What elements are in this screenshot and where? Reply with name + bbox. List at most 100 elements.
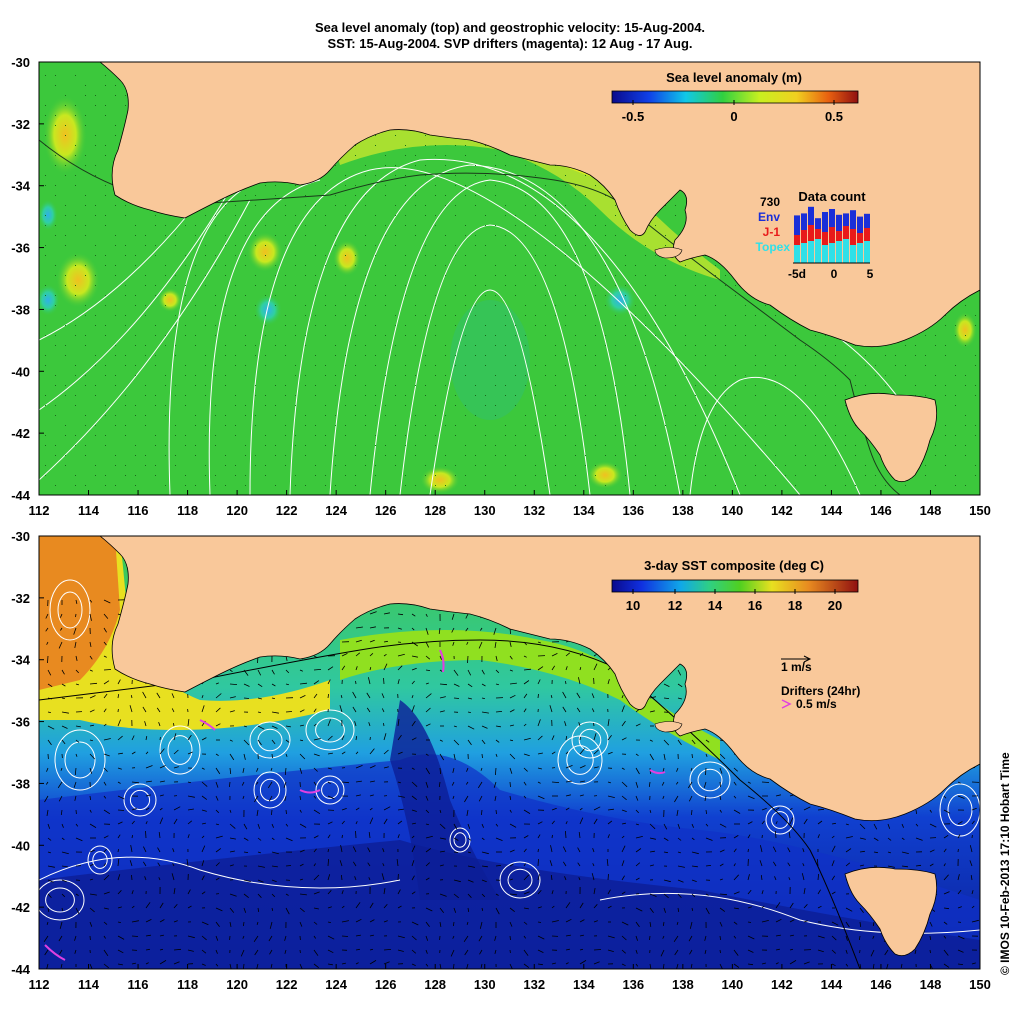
sla-velocity-dot (405, 265, 406, 266)
sla-velocity-dot (315, 435, 316, 436)
sst-velocity-arrow (635, 823, 640, 826)
sla-velocity-dot (275, 385, 276, 386)
sst-velocity-arrow (355, 830, 357, 839)
sla-velocity-dot (135, 405, 136, 406)
sla-velocity-dot (195, 445, 196, 446)
data-count-bar-topex (794, 245, 800, 263)
sst-velocity-arrow (201, 935, 207, 941)
sla-velocity-dot (275, 405, 276, 406)
sst-velocity-arrow (131, 735, 135, 741)
sla-velocity-dot (495, 485, 496, 486)
sla-velocity-dot (55, 375, 56, 376)
sst-velocity-arrow (591, 873, 595, 881)
sla-velocity-dot (645, 275, 646, 276)
sst-velocity-arrow (466, 921, 469, 926)
sla-velocity-dot (865, 475, 866, 476)
sla-velocity-dot (245, 195, 246, 196)
sst-velocity-arrow (45, 613, 49, 619)
sst-eddy-contour (453, 832, 467, 848)
sst-velocity-arrow (425, 669, 431, 671)
sla-velocity-dot (655, 415, 656, 416)
sla-velocity-dot (515, 485, 516, 486)
sla-velocity-dot (145, 415, 146, 416)
lon-tick-label: 116 (128, 503, 149, 518)
sst-colorbar: 3-day SST composite (deg C) 10 12 14 16 18 20 (611, 558, 859, 613)
sla-velocity-dot (195, 235, 196, 236)
sst-velocity-arrow (355, 765, 363, 769)
sst-velocity-arrow (117, 963, 123, 966)
sst-velocity-arrow (971, 890, 974, 895)
sst-velocity-arrow (537, 963, 543, 966)
sla-velocity-dot (415, 165, 416, 166)
sst-velocity-arrow (369, 794, 374, 797)
sla-velocity-dot (645, 245, 646, 246)
sla-velocity-dot (295, 295, 296, 296)
sst-velocity-arrow (439, 864, 444, 867)
sst-velocity-arrow (523, 963, 530, 968)
sla-velocity-dot (805, 425, 806, 426)
sla-velocity-dot (745, 315, 746, 316)
sla-velocity-dot (55, 335, 56, 336)
sst-velocity-arrow (565, 830, 567, 839)
sla-velocity-dot (635, 305, 636, 306)
sla-velocity-dot (245, 365, 246, 366)
sla-velocity-dot (365, 355, 366, 356)
sst-velocity-arrow (89, 724, 94, 727)
sst-velocity-arrow (747, 874, 750, 881)
sla-velocity-dot (805, 355, 806, 356)
sst-velocity-arrow (550, 694, 553, 699)
sla-velocity-dot (595, 405, 596, 406)
sst-velocity-arrow (425, 693, 432, 699)
sst-velocity-arrow (900, 963, 903, 968)
sst-velocity-arrow (593, 961, 600, 965)
sst-velocity-arrow (537, 767, 542, 770)
sst-velocity-arrow (509, 795, 512, 800)
sla-velocity-dot (75, 115, 76, 116)
sst-velocity-arrow (719, 823, 727, 828)
sla-velocity-dot (685, 415, 686, 416)
sla-velocity-dot (925, 475, 926, 476)
sst-velocity-arrow (747, 921, 752, 923)
colorbar-tick-label: 16 (748, 598, 762, 613)
sla-velocity-dot (605, 225, 606, 226)
sla-velocity-dot (215, 415, 216, 416)
sla-velocity-dot (435, 325, 436, 326)
sla-velocity-dot (585, 455, 586, 456)
sla-velocity-dot (65, 455, 66, 456)
sst-velocity-arrow (145, 902, 151, 909)
sla-velocity-dot (255, 285, 256, 286)
sst-velocity-arrow (495, 739, 500, 743)
sst-velocity-arrow (355, 680, 357, 685)
sla-velocity-dot (415, 155, 416, 156)
sst-velocity-arrow (537, 821, 543, 825)
sla-velocity-dot (495, 155, 496, 156)
sst-velocity-arrow (368, 832, 371, 839)
sla-velocity-dot (515, 325, 516, 326)
lon-tick-label: 144 (821, 977, 843, 992)
sla-velocity-dot (505, 455, 506, 456)
sst-velocity-arrow (299, 724, 304, 727)
sst-velocity-arrow (130, 695, 133, 699)
sst-velocity-arrow (578, 877, 581, 881)
sla-eddy (254, 294, 282, 326)
sst-velocity-arrow (943, 809, 951, 814)
sla-velocity-dot (355, 305, 356, 306)
sst-velocity-arrow (145, 780, 152, 783)
sst-velocity-arrow (439, 907, 445, 913)
sla-velocity-dot (335, 355, 336, 356)
sla-velocity-dot (205, 425, 206, 426)
sst-velocity-arrow (551, 920, 559, 923)
sla-velocity-dot (665, 455, 666, 456)
sla-velocity-dot (605, 445, 606, 446)
sla-velocity-dot (365, 195, 366, 196)
sla-velocity-dot (275, 235, 276, 236)
sla-velocity-dot (415, 205, 416, 206)
sst-velocity-arrow (621, 695, 624, 699)
sla-velocity-dot (635, 445, 636, 446)
sla-velocity-dot (715, 385, 716, 386)
sla-velocity-dot (855, 385, 856, 386)
sla-velocity-dot (145, 355, 146, 356)
sla-velocity-dot (635, 415, 636, 416)
sla-velocity-dot (305, 445, 306, 446)
sst-velocity-arrow (453, 697, 460, 699)
